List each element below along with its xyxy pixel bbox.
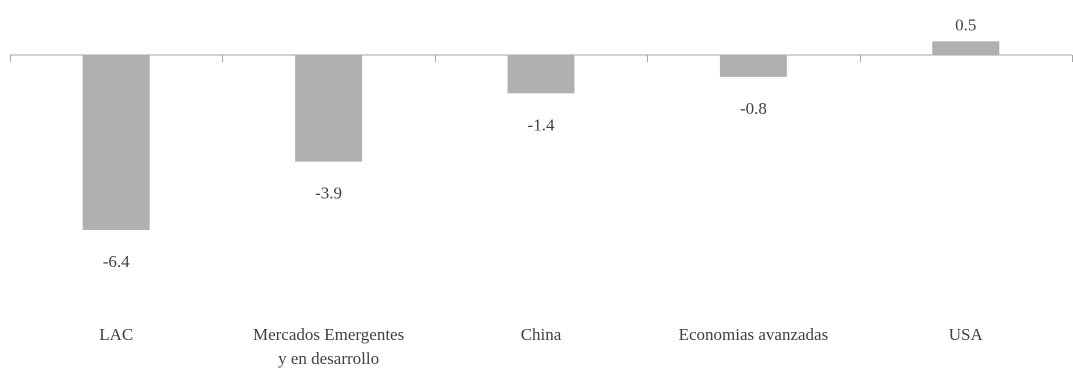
data-label: -3.9 (315, 184, 342, 203)
category-label-line: China (521, 325, 562, 344)
category-label-line: Mercados Emergentes (253, 325, 404, 344)
bar (82, 55, 150, 230)
data-label: 0.5 (955, 15, 976, 34)
data-labels-group: -6.4 -3.9 -1.4 -0.8 0.5 (103, 15, 977, 271)
bar (507, 55, 575, 94)
category-label-line: USA (949, 325, 984, 344)
bars-group (82, 41, 1000, 230)
data-label: -0.8 (740, 99, 767, 118)
category-label: LAC (99, 325, 133, 344)
data-label: -6.4 (103, 252, 130, 271)
category-labels-group: LAC Mercados Emergentes y en desarrollo Chi… (99, 325, 983, 368)
category-label-line: LAC (99, 325, 133, 344)
category-label: Economias avanzadas (679, 325, 829, 344)
bar (719, 55, 787, 77)
bar (932, 41, 1000, 55)
category-label: USA (949, 325, 984, 344)
data-label: -1.4 (528, 115, 555, 134)
category-label-line: Economias avanzadas (679, 325, 829, 344)
category-label-line: y en desarrollo (278, 349, 379, 368)
bar (295, 55, 363, 162)
category-label: Mercados Emergentes y en desarrollo (253, 325, 404, 368)
category-label: China (521, 325, 562, 344)
